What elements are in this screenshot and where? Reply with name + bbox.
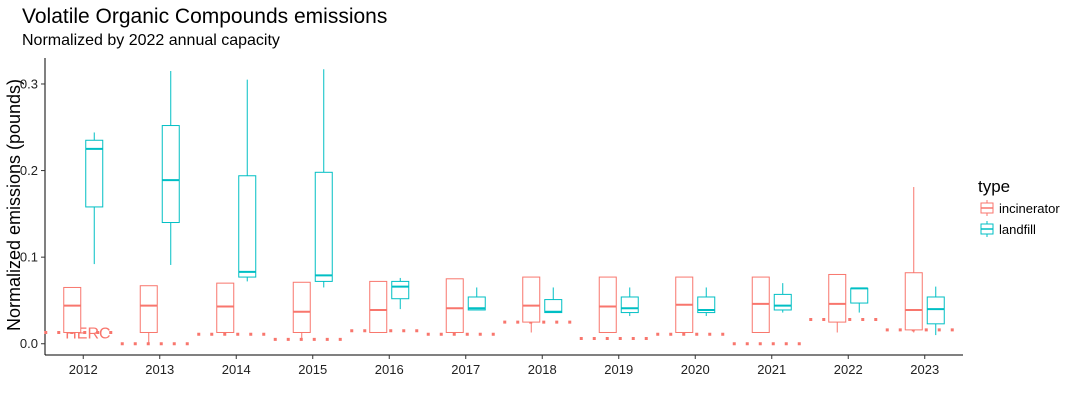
- x-tick-label: 2022: [834, 362, 863, 377]
- legend-label-landfill: landfill: [999, 222, 1036, 237]
- box-body: [697, 296, 716, 314]
- box-body: [391, 280, 410, 300]
- box-incinerator: [522, 276, 541, 333]
- box-incinerator: [828, 273, 847, 333]
- box-incinerator: [445, 278, 464, 333]
- x-tick-label: 2021: [757, 362, 786, 377]
- box-incinerator: [216, 282, 235, 333]
- box-body: [598, 276, 617, 333]
- box-landfill: [314, 69, 333, 288]
- box-body: [904, 272, 923, 331]
- legend-key-landfill: [980, 221, 994, 237]
- box-incinerator: [675, 276, 694, 333]
- box-body: [85, 139, 104, 208]
- legend: type incinerator landfill: [978, 177, 1060, 237]
- box-body: [773, 293, 792, 311]
- box-landfill: [391, 277, 410, 310]
- box-incinerator: [751, 276, 770, 333]
- chart-title: Volatile Organic Compounds emissions: [22, 5, 387, 28]
- legend-label-incinerator: incinerator: [999, 201, 1060, 216]
- box-body: [828, 273, 847, 323]
- x-tick-label: 2014: [222, 362, 251, 377]
- box-incinerator: [904, 187, 923, 333]
- box-landfill: [620, 287, 639, 317]
- box-body: [850, 287, 869, 304]
- legend-key-incinerator: [980, 200, 994, 216]
- box-landfill: [238, 79, 257, 282]
- box-body: [216, 282, 235, 333]
- box-body: [63, 286, 82, 333]
- box-landfill: [773, 283, 792, 313]
- box-body: [161, 125, 180, 224]
- chart-subtitle: Normalized by 2022 annual capacity: [22, 32, 280, 49]
- box-body: [139, 285, 158, 333]
- box-landfill: [467, 287, 486, 311]
- box-incinerator: [292, 281, 311, 340]
- x-tick-label: 2012: [69, 362, 98, 377]
- box-body: [522, 276, 541, 323]
- y-tick-label: 0.2: [20, 163, 38, 178]
- box-landfill: [850, 287, 869, 313]
- box-incinerator: [63, 286, 82, 333]
- box-body: [467, 296, 486, 311]
- x-tick-label: 2017: [451, 362, 480, 377]
- box-body: [445, 278, 464, 333]
- y-axis-title: Normalized emissions (pounds): [4, 79, 24, 331]
- box-incinerator: [139, 285, 158, 344]
- box-landfill: [85, 132, 104, 265]
- box-body: [238, 175, 257, 278]
- x-tick-label: 2020: [681, 362, 710, 377]
- box-landfill: [544, 287, 563, 314]
- x-tick-label: 2019: [604, 362, 633, 377]
- x-tick-label: 2016: [375, 362, 404, 377]
- box-landfill: [161, 70, 180, 265]
- y-tick-label: 0.3: [20, 76, 38, 91]
- box-body: [544, 299, 563, 314]
- box-incinerator: [598, 276, 617, 333]
- y-tick-label: 0.0: [20, 336, 38, 351]
- box-body: [369, 280, 388, 333]
- box-incinerator: [369, 280, 388, 333]
- box-body: [314, 171, 333, 282]
- x-tick-label: 2023: [910, 362, 939, 377]
- box-body: [292, 281, 311, 333]
- x-tick-label: 2013: [145, 362, 174, 377]
- box-landfill: [697, 287, 716, 317]
- box-landfill: [926, 286, 945, 336]
- plot-area: 0.0 0.1 0.2 0.3 2012 2013 2014 2015 2016 2017 2018…: [20, 58, 964, 377]
- box-body: [620, 296, 639, 314]
- x-tick-label: 2015: [298, 362, 327, 377]
- legend-title: type: [978, 177, 1010, 196]
- box-body: [926, 296, 945, 325]
- y-tick-label: 0.1: [20, 250, 38, 265]
- x-tick-label: 2018: [528, 362, 557, 377]
